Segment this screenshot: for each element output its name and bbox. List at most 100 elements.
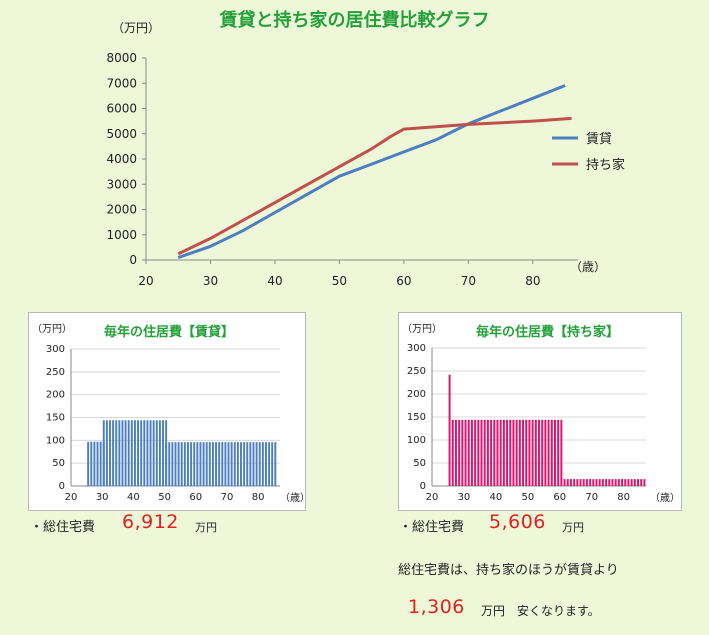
rent-bar xyxy=(130,420,133,486)
rent-bar xyxy=(155,420,158,486)
rent-x-unit: （歳） xyxy=(280,492,310,504)
own-bar xyxy=(518,419,521,486)
rent-bar xyxy=(177,442,180,486)
rent-bar xyxy=(271,442,274,486)
page-title: 賃貸と持ち家の居住費比較グラフ xyxy=(219,10,490,31)
own-y-tick-label: 200 xyxy=(407,389,426,400)
difference-value: 1,306 xyxy=(408,596,465,618)
own-bar xyxy=(544,419,547,486)
own-bar xyxy=(573,479,576,486)
own-bar xyxy=(525,419,528,486)
own-x-tick-label: 80 xyxy=(617,492,630,503)
own-bar xyxy=(490,419,493,486)
rent-bar xyxy=(93,441,96,486)
own-bar xyxy=(531,419,534,486)
own-bar xyxy=(640,479,643,486)
own-bar xyxy=(534,419,537,486)
main-x-tick-label: 80 xyxy=(525,274,540,288)
rent-bar xyxy=(162,420,164,486)
own-bar xyxy=(512,419,515,486)
comparison-note: 総住宅費は、持ち家のほうが賃貸より xyxy=(398,563,619,578)
rent-bar xyxy=(112,420,115,486)
own-bar xyxy=(595,479,598,486)
main-x-tick-label: 40 xyxy=(267,274,282,288)
rent-y-tick-label: 100 xyxy=(46,435,65,446)
legend-label: 賃貸 xyxy=(586,131,612,147)
rent-bar xyxy=(105,420,108,486)
own-bar xyxy=(547,419,550,486)
own-bar xyxy=(474,419,477,486)
rent-bar xyxy=(152,420,155,486)
own-bar xyxy=(576,479,579,486)
own-y-tick-label: 50 xyxy=(413,458,426,469)
main-x-tick-label: 30 xyxy=(203,274,218,288)
own-bar xyxy=(461,419,464,486)
rent-y-tick-label: 200 xyxy=(46,390,65,401)
rent-y-tick-label: 300 xyxy=(46,344,65,355)
rent-bar xyxy=(233,442,236,486)
rent-total-unit: 万円 xyxy=(195,521,217,534)
rent-bar xyxy=(96,441,99,486)
own-bar xyxy=(563,479,566,486)
rent-bar xyxy=(149,420,152,486)
rent-y-tick-label: 50 xyxy=(52,458,65,469)
rent-bar xyxy=(171,442,174,486)
own-bar xyxy=(569,479,572,486)
rent-bar xyxy=(109,420,111,486)
rent-x-tick-label: 20 xyxy=(65,492,78,503)
own-bar-panel xyxy=(398,312,682,511)
rent-bar xyxy=(187,442,189,486)
rent-bar xyxy=(258,442,261,486)
own-bar xyxy=(633,479,636,486)
rent-bar xyxy=(146,420,149,486)
series-line-rent xyxy=(177,84,566,260)
rent-bar xyxy=(90,441,93,486)
own-x-unit: （歳） xyxy=(650,492,680,504)
own-bar xyxy=(448,374,451,486)
rent-bar xyxy=(133,420,136,486)
own-bar xyxy=(643,479,646,486)
main-y-tick-label: 3000 xyxy=(106,177,137,191)
difference-unit: 万円 xyxy=(481,604,506,618)
main-x-tick-label: 60 xyxy=(396,274,411,288)
own-bar xyxy=(480,419,483,486)
own-y-tick-label: 250 xyxy=(407,366,426,377)
own-y-tick-label: 300 xyxy=(407,343,426,354)
rent-bar xyxy=(143,420,146,486)
rent-bar xyxy=(183,442,186,486)
own-y-tick-label: 100 xyxy=(407,435,426,446)
rent-x-tick-label: 60 xyxy=(189,492,202,503)
own-bar xyxy=(592,479,595,486)
main-y-tick-label: 1000 xyxy=(106,228,137,242)
rent-x-tick-label: 70 xyxy=(221,492,234,503)
main-x-unit: （歳） xyxy=(570,260,606,274)
rent-bar xyxy=(174,442,177,486)
main-y-tick-label: 6000 xyxy=(106,102,137,116)
rent-bar xyxy=(268,442,271,486)
own-y-tick-label: 0 xyxy=(420,481,426,492)
rent-x-tick-label: 30 xyxy=(96,492,109,503)
own-bar xyxy=(557,419,560,486)
own-bar xyxy=(614,479,617,486)
own-x-tick-label: 70 xyxy=(585,492,598,503)
rent-bar xyxy=(99,441,102,486)
rent-bar xyxy=(236,442,239,486)
rent-bar xyxy=(124,420,127,486)
rent-bar xyxy=(211,442,214,486)
own-x-tick-label: 50 xyxy=(521,492,534,503)
rent-chart-title: 毎年の住居費【賃貸】 xyxy=(104,324,234,340)
own-bar xyxy=(522,419,525,486)
main-y-tick-label: 8000 xyxy=(106,51,137,65)
rent-bar xyxy=(199,442,202,486)
rent-total-value: 6,912 xyxy=(122,511,179,533)
rent-bar xyxy=(193,442,196,486)
own-y-tick-label: 150 xyxy=(407,412,426,423)
own-bar xyxy=(483,419,486,486)
own-bar xyxy=(566,479,569,486)
rent-x-tick-label: 40 xyxy=(127,492,140,503)
own-bar xyxy=(589,479,592,486)
rent-bar xyxy=(137,420,140,486)
rent-bar-chart: 毎年の住居費【賃貸】 （万円） （歳） 0 50 100 150 200 250 300 20… xyxy=(32,323,310,504)
rent-bar xyxy=(205,442,208,486)
own-bar xyxy=(611,479,614,486)
